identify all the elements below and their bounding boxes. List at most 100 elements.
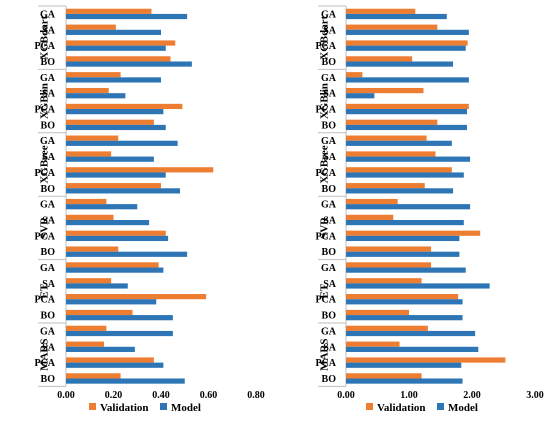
x-tick-label: 3.00 bbox=[526, 390, 544, 401]
bar-validation bbox=[66, 72, 121, 78]
category-label: PCA bbox=[34, 41, 55, 52]
bar-validation bbox=[346, 103, 469, 110]
bar-model bbox=[66, 77, 161, 83]
bar-validation bbox=[66, 119, 154, 125]
category-label: PCA bbox=[315, 295, 336, 306]
bar-model bbox=[66, 267, 164, 273]
group-label: SVR bbox=[319, 216, 331, 239]
group-label: MARS bbox=[39, 339, 51, 371]
bar-model bbox=[66, 362, 164, 368]
bar-validation bbox=[66, 135, 119, 141]
category-label: BO bbox=[41, 57, 56, 68]
x-tick-label: 0.00 bbox=[337, 390, 355, 401]
category-label: BO bbox=[41, 311, 56, 322]
legend-label-model: Model bbox=[171, 402, 201, 414]
bar-model bbox=[66, 156, 154, 162]
group-label: XGBdart bbox=[39, 15, 51, 59]
x-tick-label: 0.00 bbox=[57, 390, 75, 401]
bar-model bbox=[346, 267, 466, 273]
category-label: PCA bbox=[315, 105, 336, 116]
x-tick-label: 0.40 bbox=[152, 390, 170, 401]
group-label: XGBree bbox=[319, 145, 331, 183]
x-tick-label: 1.00 bbox=[400, 390, 418, 401]
group-label: XGBlin bbox=[39, 83, 51, 119]
bar-model bbox=[66, 204, 138, 210]
bar-validation bbox=[66, 103, 183, 110]
bar-validation bbox=[346, 24, 438, 30]
bar-validation bbox=[66, 24, 116, 30]
category-label: PCA bbox=[34, 295, 55, 306]
bar-model bbox=[346, 235, 460, 242]
bar-model bbox=[66, 61, 192, 67]
category-label: PCA bbox=[34, 168, 55, 179]
bar-validation bbox=[66, 151, 112, 157]
bar-validation bbox=[66, 87, 109, 94]
bar-model bbox=[346, 29, 469, 35]
bar-model bbox=[346, 61, 454, 67]
group-label: XGBlin bbox=[319, 83, 331, 119]
category-label: GA bbox=[321, 263, 337, 274]
category-label: BO bbox=[322, 120, 337, 131]
category-label: SA bbox=[323, 89, 337, 100]
bar-model bbox=[66, 124, 166, 131]
bar-validation bbox=[66, 325, 107, 331]
bar-validation bbox=[346, 325, 428, 331]
category-label: GA bbox=[321, 326, 337, 337]
bar-model bbox=[66, 330, 173, 337]
category-label: BO bbox=[41, 247, 56, 258]
x-tick-label: 0.80 bbox=[247, 390, 265, 401]
legend-label-validation: Validation bbox=[100, 402, 149, 414]
bar-validation bbox=[66, 357, 154, 363]
bar-model bbox=[346, 219, 464, 226]
bar-validation bbox=[66, 341, 104, 347]
bar-validation bbox=[66, 56, 171, 62]
bar-validation bbox=[346, 214, 394, 220]
bar-validation bbox=[346, 40, 468, 46]
category-label: SA bbox=[42, 279, 56, 290]
category-label: BO bbox=[322, 184, 337, 195]
x-tick-label: 0.20 bbox=[105, 390, 123, 401]
bar-validation bbox=[346, 309, 409, 316]
bar-validation bbox=[66, 214, 114, 220]
category-label: BO bbox=[322, 57, 337, 68]
category-label: SA bbox=[42, 342, 56, 353]
category-label: PCA bbox=[34, 231, 55, 242]
category-label: BO bbox=[322, 247, 337, 258]
bar-model bbox=[346, 315, 463, 321]
bar-model bbox=[346, 378, 463, 384]
category-label: PCA bbox=[34, 105, 55, 116]
bar-validation bbox=[66, 278, 112, 284]
bar-model bbox=[346, 299, 463, 305]
bar-model bbox=[346, 109, 467, 115]
category-label: BO bbox=[322, 374, 337, 385]
group-label: XGBree bbox=[39, 145, 51, 183]
category-label: GA bbox=[40, 326, 56, 337]
legend-left: Validation Model bbox=[89, 402, 201, 414]
bar-validation bbox=[66, 183, 161, 189]
bar-validation bbox=[346, 341, 400, 347]
bar-model bbox=[346, 362, 462, 368]
category-label: SA bbox=[42, 25, 56, 36]
category-label: GA bbox=[40, 200, 56, 211]
category-label: BO bbox=[41, 374, 56, 385]
bar-validation bbox=[346, 119, 438, 125]
bar-validation bbox=[66, 246, 119, 252]
category-label: BO bbox=[41, 184, 56, 195]
bar-validation bbox=[346, 230, 481, 236]
category-label: GA bbox=[321, 9, 337, 20]
bar-model bbox=[346, 188, 454, 194]
bar-model bbox=[66, 299, 157, 305]
category-label: SA bbox=[323, 152, 337, 163]
category-label: BO bbox=[322, 311, 337, 322]
bar-model bbox=[66, 172, 166, 178]
bar-model bbox=[346, 93, 375, 99]
group-label: MARS bbox=[319, 339, 331, 371]
bar-model bbox=[66, 235, 169, 242]
x-tick-label: 2.00 bbox=[463, 390, 481, 401]
bar-model bbox=[346, 330, 476, 337]
group-label: XGBdart bbox=[319, 15, 331, 59]
bar-validation bbox=[346, 198, 398, 205]
bar-model bbox=[346, 172, 464, 178]
category-label: GA bbox=[40, 263, 56, 274]
bar-validation bbox=[66, 8, 152, 14]
